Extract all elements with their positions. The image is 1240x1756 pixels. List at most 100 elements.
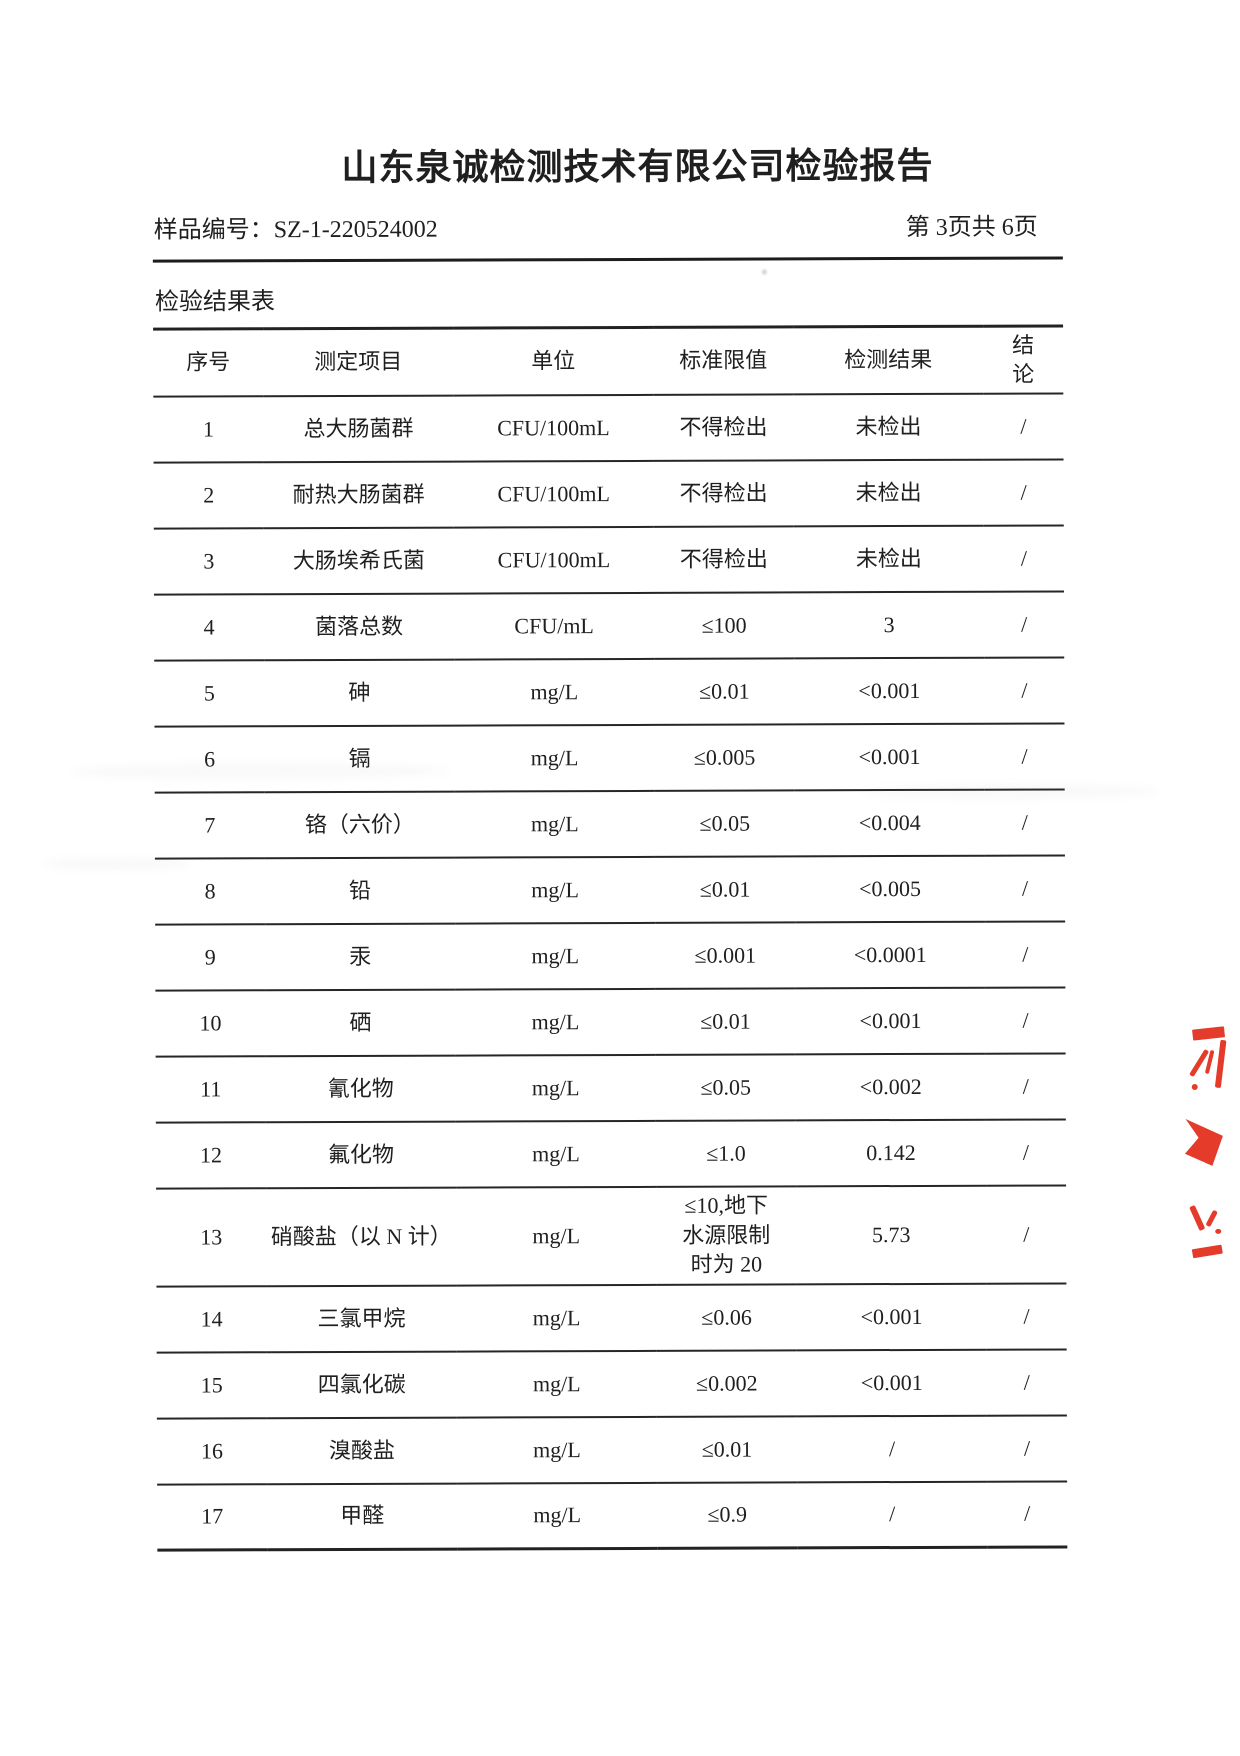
- table-row: 9 汞 mg/L ≤0.001 <0.0001/: [155, 920, 1066, 991]
- table-cell: <0.0001: [795, 921, 986, 988]
- table-cell: ≤0.06: [656, 1283, 797, 1351]
- red-seal-fragment: [1192, 1026, 1226, 1041]
- table-row: 6 镉 mg/L ≤0.005 <0.001/: [154, 722, 1065, 793]
- table-row: 1 总大肠菌群 CFU/100mL 不得检出 未检出 /: [153, 392, 1064, 463]
- table-cell: ≤10,地下 水源限制 时为 20: [656, 1185, 797, 1285]
- table-cell: ≤0.01: [654, 657, 795, 725]
- table-row: 8 铅 mg/L ≤0.01 <0.005/: [154, 854, 1066, 925]
- table-cell: 12: [155, 1121, 267, 1189]
- table-cell: mg/L: [455, 988, 656, 1056]
- table-cell: ≤0.001: [655, 921, 796, 989]
- table-row: 15 四氯化碳 mg/L ≤0.002 <0.001/: [156, 1348, 1067, 1419]
- table-cell: ≤0.002: [656, 1349, 797, 1417]
- table-cell: /: [796, 1415, 988, 1482]
- table-cell: 0.142: [795, 1119, 987, 1186]
- table-cell: /: [797, 1481, 988, 1548]
- table-cell: /: [983, 524, 1065, 592]
- table-cell: <0.001: [796, 1283, 987, 1350]
- table-cell: 未检出: [793, 393, 984, 460]
- table-cell: CFU/100mL: [453, 394, 654, 462]
- table-row: 2 耐热大肠菌群 CFU/100mL 不得检出 未检出 /: [153, 458, 1064, 529]
- table-cell: 5: [154, 659, 265, 727]
- sample-number-value: SZ-1-220524002: [273, 216, 438, 244]
- table-cell: mg/L: [454, 658, 655, 726]
- table-cell: /: [984, 590, 1065, 658]
- table-cell: CFU/mL: [454, 592, 655, 660]
- table-row: 4 菌落总数 CFU/mL ≤100 3/: [154, 590, 1065, 661]
- table-cell: /: [984, 656, 1065, 724]
- table-cell: mg/L: [455, 1054, 656, 1122]
- table-cell: 大肠埃希氏菌: [263, 527, 455, 594]
- table-cell: mg/L: [456, 1186, 657, 1286]
- table-cell: ≤0.05: [655, 1053, 796, 1121]
- sample-number: 样品编号：SZ-1-220524002: [154, 209, 438, 245]
- column-header: 单位: [453, 327, 654, 396]
- table-row: 11 氰化物 mg/L ≤0.05 <0.002/: [155, 1052, 1066, 1123]
- table-cell: 3: [794, 591, 985, 658]
- table-cell: 氰化物: [265, 1055, 456, 1122]
- table-cell: 甲醛: [267, 1483, 458, 1550]
- table-cell: 氟化物: [265, 1121, 457, 1188]
- table-cell: 1: [153, 395, 264, 463]
- table-cell: 7: [154, 791, 265, 859]
- table-cell: <0.002: [795, 1053, 986, 1120]
- table-cell: 未检出: [793, 525, 985, 592]
- table-row: 13 硝酸盐（以 N 计） mg/L ≤10,地下 水源限制 时为 20 5.73/: [156, 1184, 1067, 1287]
- header-row: 序号 测定项目 单位 标准限值 检测结果 结论: [153, 325, 1064, 397]
- table-cell: CFU/100mL: [453, 526, 655, 594]
- table-cell: ≤0.01: [655, 987, 796, 1055]
- table-cell: <0.005: [794, 855, 986, 922]
- table-cell: mg/L: [454, 790, 655, 858]
- table-cell: <0.001: [795, 987, 986, 1054]
- table-row: 16 溴酸盐 mg/L ≤0.01//: [156, 1414, 1068, 1485]
- table-cell: /: [985, 1052, 1066, 1120]
- table-row: 7 铬（六价） mg/L ≤0.05 <0.004/: [154, 788, 1065, 859]
- red-seal-fragment: [1191, 1083, 1198, 1091]
- table-cell: mg/L: [456, 1416, 658, 1484]
- table-cell: 硝酸盐（以 N 计）: [266, 1187, 457, 1286]
- table-cell: 14: [156, 1285, 267, 1353]
- meta-row: 样品编号：SZ-1-220524002 第 3页共 6页: [154, 207, 1038, 245]
- table-cell: mg/L: [456, 1350, 657, 1418]
- table-cell: ≤0.01: [654, 855, 796, 923]
- scan-smudge: [761, 269, 767, 275]
- red-seal-fragment: [1191, 1244, 1223, 1259]
- table-caption: 检验结果表: [154, 289, 276, 316]
- table-cell: /: [986, 1282, 1067, 1350]
- table-cell: <0.001: [794, 723, 985, 790]
- red-seal-fragment: [1189, 1204, 1206, 1232]
- red-seal-fragment: [1215, 1228, 1222, 1234]
- column-header: 序号: [153, 328, 264, 397]
- table-cell: 溴酸盐: [266, 1417, 458, 1484]
- table-cell: 13: [156, 1187, 267, 1287]
- table-cell: /: [987, 1480, 1068, 1548]
- red-seal-fragment: [1185, 1119, 1223, 1166]
- table-cell: 镉: [264, 725, 455, 792]
- table-cell: mg/L: [455, 922, 656, 990]
- table-cell: 4: [154, 593, 265, 661]
- table-cell: /: [983, 458, 1064, 526]
- table-cell: 硒: [265, 989, 456, 1056]
- table-cell: 16: [156, 1417, 268, 1485]
- table-cell: /: [985, 1118, 1067, 1186]
- table-cell: ≤100: [654, 591, 795, 659]
- table-cell: /: [986, 1414, 1068, 1482]
- table-cell: mg/L: [454, 724, 655, 792]
- table-cell: 不得检出: [653, 525, 795, 593]
- results-table: 序号 测定项目 单位 标准限值 检测结果 结论 1 总大肠菌群 CFU/100mL 不得检出 未检…: [153, 324, 1068, 1552]
- table-cell: mg/L: [456, 1284, 657, 1352]
- table-cell: 9: [155, 923, 266, 991]
- table-cell: mg/L: [454, 856, 656, 924]
- table-cell: /: [985, 986, 1066, 1054]
- table-cell: 三氯甲烷: [266, 1285, 457, 1352]
- table-cell: 10: [155, 989, 266, 1057]
- header-divider: [152, 256, 1063, 263]
- table-cell: 汞: [265, 923, 456, 990]
- table-cell: <0.004: [794, 789, 985, 856]
- table-cell: /: [985, 920, 1066, 988]
- sample-number-label: 样品编号：: [153, 217, 274, 244]
- table-cell: 菌落总数: [264, 593, 455, 660]
- table-cell: 11: [155, 1055, 266, 1123]
- table-cell: ≤0.01: [656, 1415, 798, 1483]
